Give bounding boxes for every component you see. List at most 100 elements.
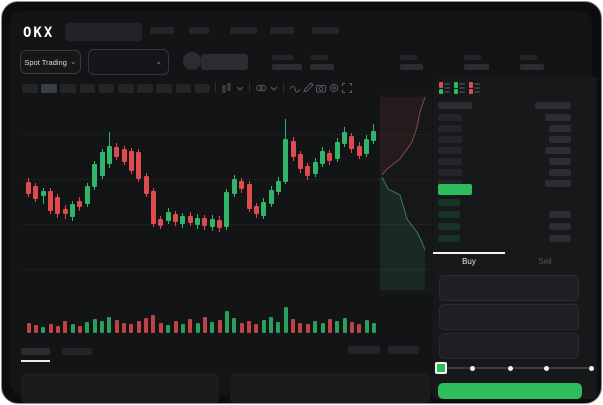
candle-23 xyxy=(195,218,201,225)
ask-amount-4 xyxy=(549,158,571,165)
chevron-down-icon[interactable] xyxy=(268,82,280,94)
search-input[interactable] xyxy=(65,23,142,41)
timeframe-button-6[interactable] xyxy=(137,84,153,93)
seg-bottom xyxy=(469,88,473,94)
timeframe-button-7[interactable] xyxy=(156,84,172,93)
toolbar-divider xyxy=(249,82,250,93)
candle-36 xyxy=(290,141,296,157)
ask-price-0[interactable] xyxy=(438,114,462,121)
bid-price-0[interactable] xyxy=(438,199,460,206)
bottom-tab-1[interactable] xyxy=(62,348,92,355)
timeframe-button-1[interactable] xyxy=(41,84,57,93)
timeframe-button-2[interactable] xyxy=(60,84,76,93)
slider-stop-3[interactable] xyxy=(589,365,594,371)
market-type-dropdown[interactable]: Spot Trading ⌄ xyxy=(20,50,81,74)
candle-45 xyxy=(356,146,362,156)
bid-price-3[interactable] xyxy=(438,235,460,242)
order-panel: Buy Sell xyxy=(433,77,597,399)
bottom-bar-control-0[interactable] xyxy=(348,346,380,354)
wave-icon[interactable] xyxy=(289,82,301,94)
ask-price-5[interactable] xyxy=(438,169,462,176)
chevron-down-icon[interactable] xyxy=(234,82,246,94)
ask-amount-1 xyxy=(549,125,571,132)
nav-item-2[interactable] xyxy=(230,27,257,34)
timeframe-button-8[interactable] xyxy=(175,84,192,93)
camera-icon[interactable] xyxy=(315,82,327,94)
overlay-icon[interactable] xyxy=(255,82,267,94)
tab-buy[interactable]: Buy xyxy=(462,257,476,266)
candle-17 xyxy=(150,191,156,224)
last-price-bar[interactable] xyxy=(438,184,472,195)
volume-bar-24 xyxy=(202,317,207,333)
gear-icon[interactable] xyxy=(328,82,340,94)
bottom-tab-0[interactable] xyxy=(21,348,50,355)
ask-amount-6 xyxy=(545,180,571,187)
book-header-amount xyxy=(535,102,571,109)
active-bottom-tab-indicator xyxy=(21,360,50,362)
nav-item-4[interactable] xyxy=(312,27,339,34)
tab-sell[interactable]: Sell xyxy=(538,257,552,266)
book-both-icon[interactable] xyxy=(439,82,450,94)
order-form-field-1[interactable] xyxy=(439,304,579,330)
stat-label-4 xyxy=(520,55,537,60)
ask-price-6[interactable] xyxy=(438,180,462,187)
candle-35 xyxy=(283,139,289,182)
amount-slider[interactable] xyxy=(440,367,589,369)
depth-asks-line xyxy=(381,96,426,176)
candle-0 xyxy=(26,182,31,194)
candle-32 xyxy=(261,202,267,216)
book-bids-icon[interactable] xyxy=(454,82,465,94)
chart-gridline-0 xyxy=(21,134,430,135)
candle-39 xyxy=(312,162,318,174)
timeframe-button-0[interactable] xyxy=(22,84,38,93)
book-asks-icon[interactable] xyxy=(469,82,480,94)
volume-bar-27 xyxy=(224,311,229,333)
account-avatar[interactable] xyxy=(183,52,201,70)
nav-item-1[interactable] xyxy=(189,27,209,34)
volume-bar-26 xyxy=(217,320,222,333)
stat-label-2 xyxy=(400,55,417,60)
ask-price-2[interactable] xyxy=(438,136,462,143)
volume-bar-12 xyxy=(114,320,119,333)
book-toggle-lines xyxy=(474,82,480,94)
nav-item-3[interactable] xyxy=(270,27,294,34)
volume-bar-2 xyxy=(41,327,46,333)
expand-icon[interactable] xyxy=(341,82,353,94)
slider-stop-1[interactable] xyxy=(508,365,513,371)
candle-22 xyxy=(187,216,193,223)
order-form-field-2[interactable] xyxy=(439,333,579,359)
ask-price-3[interactable] xyxy=(438,147,462,154)
order-form-field-0[interactable] xyxy=(439,275,579,301)
bottom-bar-control-1[interactable] xyxy=(388,346,419,354)
nav-item-0[interactable] xyxy=(150,27,174,34)
pair-selector-dropdown[interactable]: ⌄ xyxy=(88,49,169,75)
indicator-icon[interactable] xyxy=(221,82,233,94)
slider-stop-2[interactable] xyxy=(544,365,549,371)
timeframe-button-5[interactable] xyxy=(118,84,134,93)
candle-30 xyxy=(246,184,252,209)
bid-price-2[interactable] xyxy=(438,223,460,230)
stat-value-2 xyxy=(400,64,423,70)
timeframe-button-4[interactable] xyxy=(98,84,115,93)
buy-button[interactable] xyxy=(438,383,582,399)
volume-bar-40 xyxy=(320,323,325,333)
candle-2 xyxy=(40,191,46,196)
candle-43 xyxy=(342,132,348,144)
bid-price-1[interactable] xyxy=(438,211,460,218)
volume-bar-9 xyxy=(92,319,97,333)
ask-amount-0 xyxy=(545,114,571,121)
line xyxy=(459,91,465,93)
candle-7 xyxy=(77,201,83,207)
timeframe-button-9[interactable] xyxy=(194,84,211,93)
chart-gridline-3 xyxy=(21,269,430,270)
ask-price-1[interactable] xyxy=(438,125,462,132)
timeframe-button-3[interactable] xyxy=(79,84,96,93)
seg-bottom xyxy=(454,88,458,94)
slider-stop-0[interactable] xyxy=(470,365,475,371)
slider-handle[interactable] xyxy=(435,362,447,374)
volume-bar-5 xyxy=(63,321,68,333)
pencil-icon[interactable] xyxy=(302,82,314,94)
header-action-button[interactable] xyxy=(201,54,248,70)
ask-price-4[interactable] xyxy=(438,158,462,165)
